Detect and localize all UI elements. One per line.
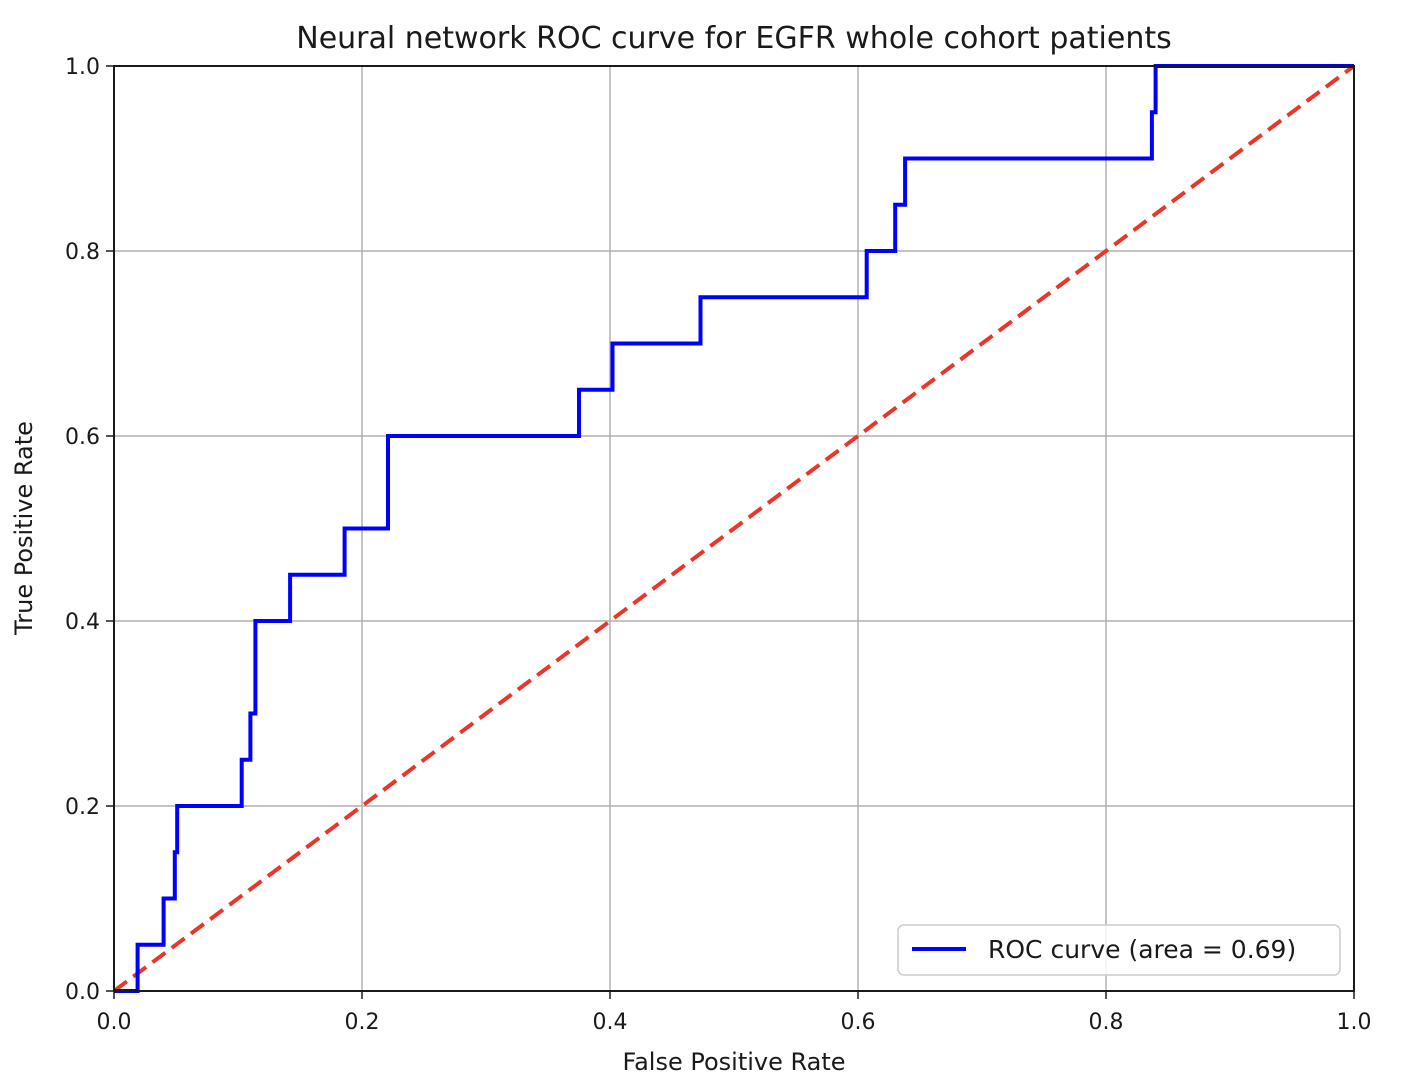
y-tick-label: 0.8 (65, 240, 100, 265)
y-tick-label: 0.2 (65, 795, 100, 820)
y-tick-label: 0.6 (65, 425, 100, 450)
y-tick-label: 0.0 (65, 980, 100, 1005)
x-tick-label: 0.0 (97, 1010, 132, 1035)
x-tick-label: 0.8 (1089, 1010, 1124, 1035)
chart-title: Neural network ROC curve for EGFR whole … (296, 21, 1172, 56)
y-tick-label: 1.0 (65, 55, 100, 80)
legend-box (897, 924, 1341, 976)
x-tick-label: 0.6 (841, 1010, 876, 1035)
series-layer (112, 64, 1356, 993)
legend-label: ROC curve (area = 0.69) (988, 935, 1296, 964)
x-tick-label: 0.2 (345, 1010, 380, 1035)
x-tick-label: 1.0 (1337, 1010, 1372, 1035)
y-tick-label: 0.4 (65, 610, 100, 635)
x-tick-label: 0.4 (593, 1010, 628, 1035)
x-axis-ticks: 0.0 0.2 0.4 0.6 0.8 1.0 (97, 991, 1372, 1035)
plot-frame (113, 65, 1355, 992)
legend: ROC curve (area = 0.69) (897, 924, 1341, 976)
chance-diagonal-line (112, 64, 1356, 993)
y-axis-label: True Positive Rate (10, 421, 38, 636)
x-axis-label: False Positive Rate (622, 1048, 845, 1076)
roc-curve-line (114, 64, 1354, 993)
y-axis-ticks: 0.0 0.2 0.4 0.6 0.8 1.0 (65, 55, 114, 1005)
